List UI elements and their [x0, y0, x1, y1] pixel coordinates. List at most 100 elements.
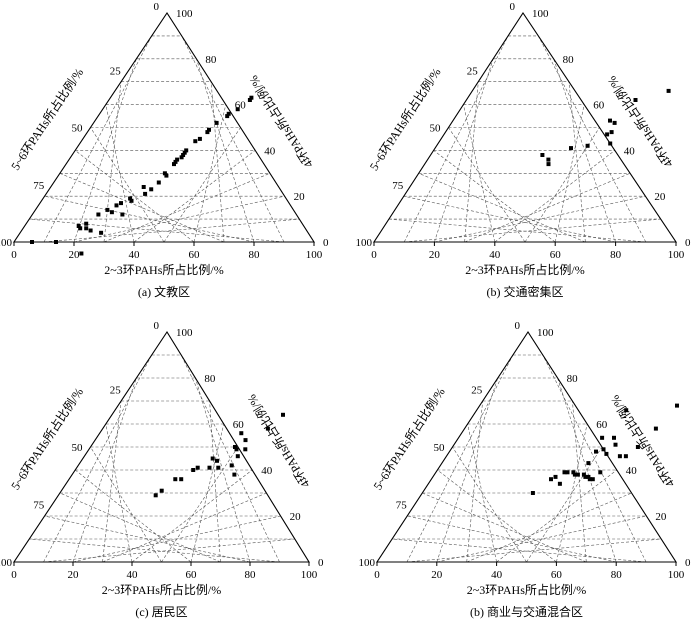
data-point	[119, 201, 123, 206]
data-point	[84, 221, 89, 226]
tick-label-right: 20	[654, 191, 666, 203]
ternary-panel-4: 0 20 40 60 80 10002550751001008060402002~3环PA…	[359, 320, 692, 619]
tick-label-left: 100	[359, 557, 376, 569]
tick-label-bottom: 0	[11, 249, 17, 261]
gridline	[524, 127, 600, 243]
ternary-panel-2: 0 20 40 60 80 10002550751001008060402002~3环PA…	[356, 1, 692, 299]
gridline	[102, 400, 122, 563]
gridline	[433, 150, 556, 243]
tick-label-left: 25	[110, 65, 122, 77]
tick-label-bottom: 0	[371, 249, 377, 261]
data-point	[623, 454, 628, 459]
data-point	[159, 488, 164, 493]
tick-label-right: 20	[290, 511, 302, 523]
tick-label-left: 50	[72, 442, 84, 454]
gridline	[75, 150, 195, 243]
grid	[29, 354, 295, 563]
tick-label-bottom: 60	[551, 569, 563, 581]
panel-caption: (a) 文教区	[138, 284, 190, 299]
tick-label-left: 0	[510, 1, 516, 13]
data-point	[243, 438, 248, 443]
axis-title-left: 5~6环PAHs所占比例/%	[7, 385, 86, 493]
data-point	[54, 240, 58, 244]
tick-label-bottom: 0	[374, 569, 380, 581]
tick-label-right: 0	[318, 557, 324, 569]
gridline	[406, 354, 514, 563]
gridline	[436, 377, 499, 563]
tick-label-right: 40	[261, 465, 273, 477]
data-point	[612, 435, 616, 440]
data-point	[175, 157, 180, 162]
tick-label-bottom: 100	[301, 569, 318, 581]
tick-label-bottom: 20	[68, 569, 80, 581]
data-point	[605, 132, 610, 137]
data-point	[235, 107, 240, 112]
data-point	[546, 162, 551, 167]
data-point	[587, 477, 592, 482]
data-point	[205, 130, 210, 135]
axis-title-bottom: 2~3环PAHs所占比例/%	[104, 262, 223, 277]
data-point	[243, 447, 248, 452]
data-point	[229, 463, 234, 468]
data-point	[226, 111, 231, 116]
data-point	[143, 191, 148, 196]
data-point	[197, 136, 202, 141]
data-point	[590, 477, 595, 482]
gridline	[90, 446, 162, 563]
tick-label-bottom: 80	[249, 249, 261, 261]
tick-label-bottom: 60	[186, 569, 198, 581]
grid	[388, 35, 661, 243]
tick-label-right: 20	[294, 191, 306, 203]
tick-label-right: 60	[235, 100, 247, 112]
data-point	[617, 454, 622, 459]
gridline	[90, 127, 165, 243]
data-point	[153, 493, 158, 498]
gridline	[494, 150, 615, 243]
data-point	[565, 470, 570, 475]
gridline	[554, 104, 585, 243]
axis-title-bottom: 2~3环PAHs所占比例/%	[465, 262, 584, 277]
tick-label-left: 50	[430, 123, 442, 135]
data-point	[581, 472, 586, 477]
tick-label-right: 40	[626, 465, 638, 477]
tick-label-bottom: 100	[668, 249, 685, 261]
gridline	[557, 377, 617, 563]
tick-label-bottom: 0	[11, 569, 17, 581]
tick-label-bottom: 80	[245, 569, 257, 581]
tick-label-bottom: 40	[127, 569, 139, 581]
data-points	[540, 88, 671, 167]
data-point	[265, 426, 270, 431]
data-point	[571, 470, 576, 475]
data-point	[583, 474, 588, 479]
data-point	[216, 465, 221, 470]
data-point	[105, 207, 110, 212]
data-point	[609, 130, 614, 135]
data-point	[214, 120, 219, 125]
data-point	[234, 447, 239, 452]
tick-label-bottom: 80	[610, 249, 622, 261]
gridline	[180, 354, 280, 563]
tick-label-right: 80	[567, 373, 579, 385]
data-point	[173, 159, 178, 164]
gridline	[526, 446, 603, 563]
tick-label-bottom: 40	[489, 249, 501, 261]
data-point	[129, 198, 134, 203]
data-point	[141, 185, 146, 189]
gridline	[44, 195, 255, 243]
gridline	[193, 104, 227, 243]
data-point	[99, 230, 104, 235]
gridline	[161, 446, 239, 563]
gridline	[72, 377, 137, 563]
tick-label-left: 75	[396, 500, 408, 512]
tick-label-left: 75	[33, 180, 45, 192]
data-point	[195, 465, 200, 470]
grid	[29, 35, 300, 243]
gridline	[195, 377, 251, 563]
gridline	[418, 173, 586, 243]
data-point	[569, 146, 573, 151]
data-point	[624, 408, 629, 413]
tick-label-right: 40	[624, 145, 636, 157]
tick-label-bottom: 80	[611, 569, 623, 581]
tick-label-bottom: 20	[431, 569, 443, 581]
